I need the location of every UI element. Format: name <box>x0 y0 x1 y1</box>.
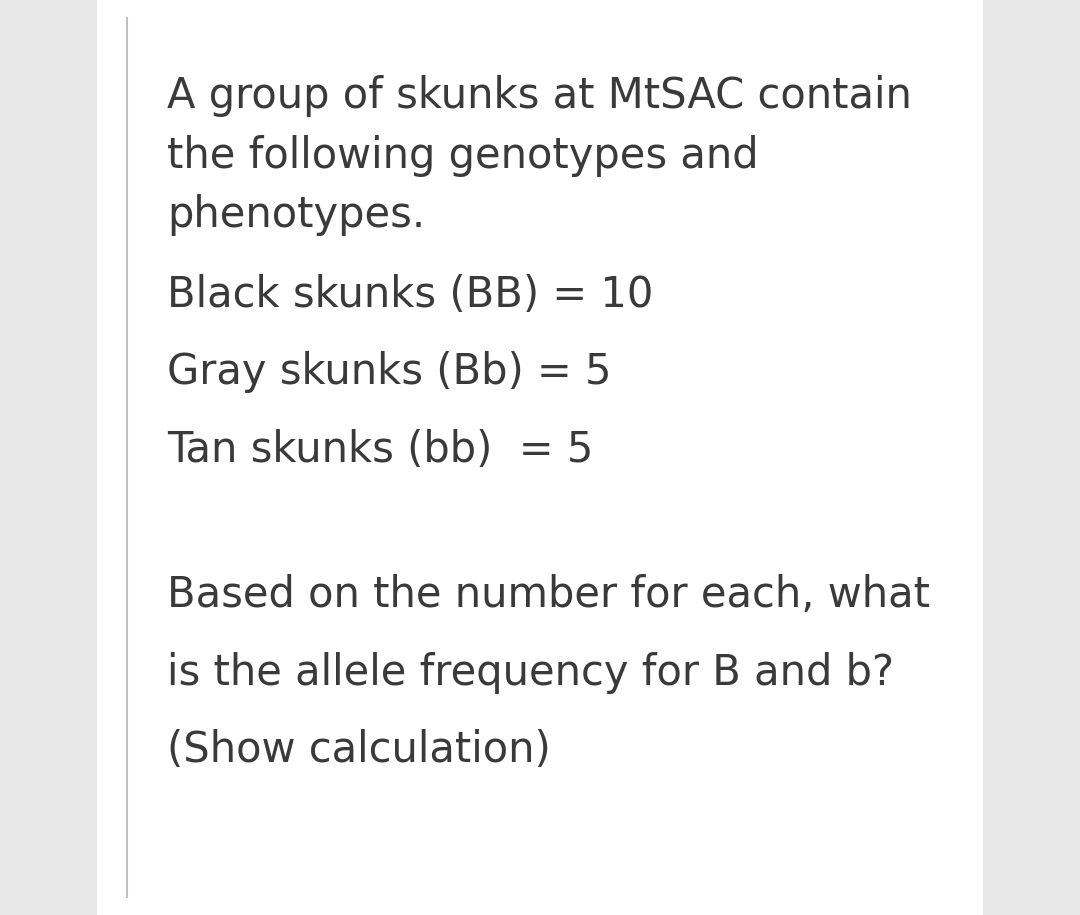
Text: Gray skunks (Bb) = 5: Gray skunks (Bb) = 5 <box>167 351 612 393</box>
Text: is the allele frequency for B and b?: is the allele frequency for B and b? <box>167 651 894 694</box>
Bar <box>97 0 983 915</box>
Text: Tan skunks (bb)  = 5: Tan skunks (bb) = 5 <box>167 429 594 471</box>
Text: phenotypes.: phenotypes. <box>167 194 426 236</box>
Text: (Show calculation): (Show calculation) <box>167 729 551 771</box>
Text: Black skunks (BB) = 10: Black skunks (BB) = 10 <box>167 274 653 316</box>
Text: A group of skunks at MtSAC contain: A group of skunks at MtSAC contain <box>167 75 913 117</box>
Text: Based on the number for each, what: Based on the number for each, what <box>167 574 930 616</box>
Text: the following genotypes and: the following genotypes and <box>167 135 759 177</box>
